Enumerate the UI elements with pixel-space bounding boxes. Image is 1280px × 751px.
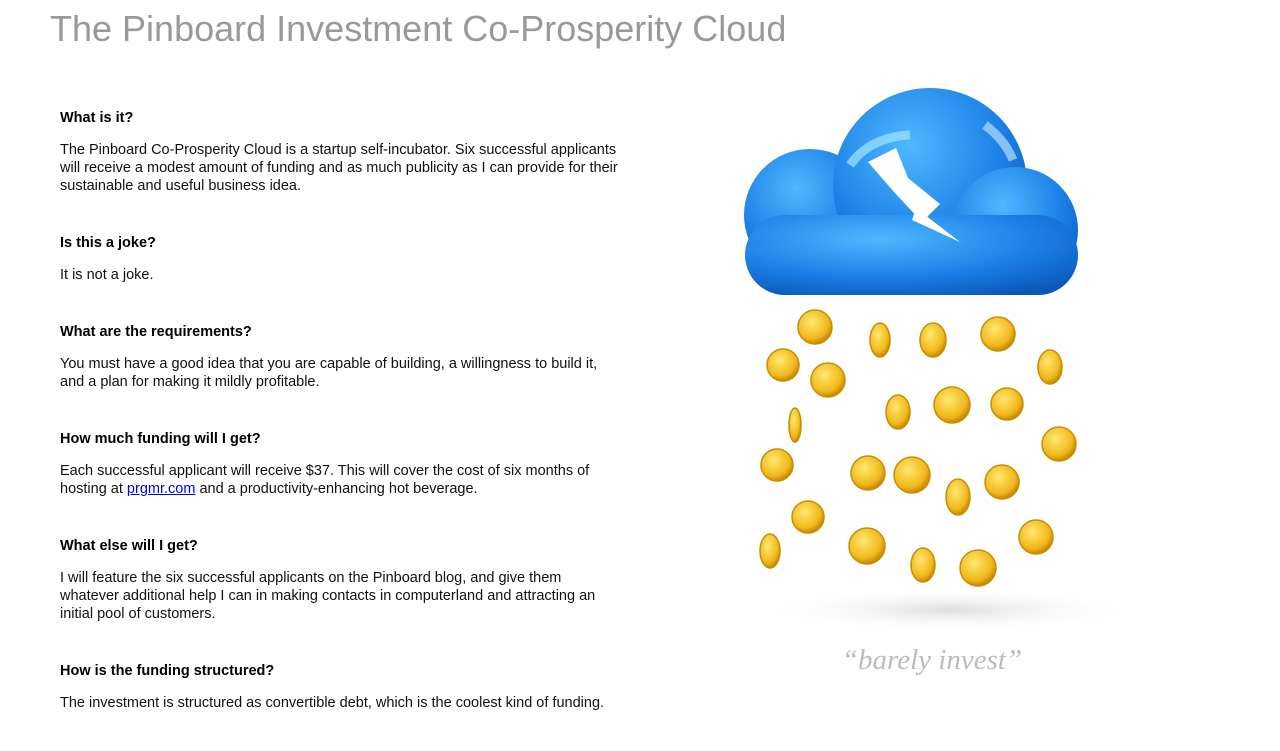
question: Is this a joke?: [60, 235, 156, 251]
page: {"header": {"title": "The Pinboard Inves…: [50, 8, 1140, 711]
answer: It is not a joke.: [60, 267, 154, 283]
answer: The Pinboard Co-Prosperity Cloud is a st…: [60, 142, 618, 194]
link[interactable]: prgmr.com: [126, 481, 196, 497]
question: How is the funding structured?: [60, 663, 275, 679]
image-caption: “barely invest”: [841, 644, 1023, 676]
faq: What is it? The Pinboard Co-Prosperity Cl…: [60, 109, 620, 751]
cloud-illustration: [744, 88, 1140, 632]
answer: I will feature the six successful applic…: [60, 570, 596, 622]
page-title: The Pinboard Investment Co-Prosperity Cl…: [50, 8, 787, 49]
answer-text: Each successful applicant will receive $…: [60, 463, 590, 497]
question: How much funding will I get?: [60, 431, 261, 447]
question: What else will I get?: [60, 538, 198, 554]
answer: Each successful applicant will receive $…: [60, 462, 620, 498]
answer: You must have a good idea that you are c…: [60, 356, 598, 390]
question: What are the requirements?: [60, 324, 252, 340]
answer-text: and a productivity-enhancing hot beverag…: [195, 481, 478, 497]
question: What is it?: [60, 110, 134, 126]
answer: The investment is structured as converti…: [60, 695, 605, 711]
